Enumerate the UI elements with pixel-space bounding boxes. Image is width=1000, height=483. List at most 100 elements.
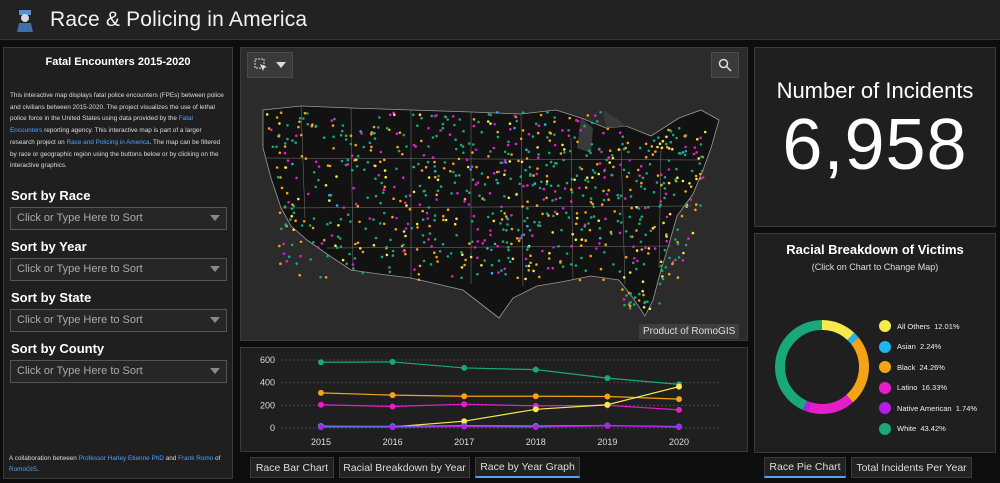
data-point[interactable] xyxy=(676,383,682,390)
incident-point[interactable] xyxy=(471,178,475,181)
incident-point[interactable] xyxy=(377,173,380,177)
incident-point[interactable] xyxy=(450,275,454,278)
incident-point[interactable] xyxy=(540,180,543,184)
incident-point[interactable] xyxy=(600,150,603,154)
incident-point[interactable] xyxy=(667,159,671,162)
data-point[interactable] xyxy=(389,358,396,365)
incident-point[interactable] xyxy=(676,176,679,179)
incident-point[interactable] xyxy=(453,123,456,127)
incident-point[interactable] xyxy=(651,153,655,156)
incident-point[interactable] xyxy=(374,236,378,240)
incident-point[interactable] xyxy=(545,196,548,200)
incident-point[interactable] xyxy=(644,155,648,159)
incident-point[interactable] xyxy=(521,205,524,208)
incident-point[interactable] xyxy=(605,193,609,196)
harley-etienne-link[interactable]: Professor Harley Etienne PhD xyxy=(78,455,164,462)
incident-point[interactable] xyxy=(595,163,599,166)
incident-point[interactable] xyxy=(372,243,376,247)
incident-point[interactable] xyxy=(464,258,467,262)
incident-point[interactable] xyxy=(604,217,607,221)
incident-point[interactable] xyxy=(611,156,615,160)
legend-item[interactable]: Black 24.26% xyxy=(879,357,977,378)
incident-point[interactable] xyxy=(548,251,551,255)
incident-point[interactable] xyxy=(382,188,386,191)
incident-point[interactable] xyxy=(640,248,644,251)
incident-point[interactable] xyxy=(338,237,342,240)
incident-point[interactable] xyxy=(681,179,685,183)
incident-point[interactable] xyxy=(443,161,447,164)
incident-point[interactable] xyxy=(504,272,507,276)
incident-point[interactable] xyxy=(606,127,610,131)
incident-point[interactable] xyxy=(331,124,335,127)
incident-point[interactable] xyxy=(627,150,630,154)
incident-point[interactable] xyxy=(352,186,355,190)
incident-point[interactable] xyxy=(426,160,430,164)
incident-point[interactable] xyxy=(602,198,606,202)
incident-point[interactable] xyxy=(675,167,678,171)
incident-point[interactable] xyxy=(510,242,513,246)
incident-point[interactable] xyxy=(573,178,576,181)
incident-point[interactable] xyxy=(368,141,372,145)
incident-point[interactable] xyxy=(476,272,479,276)
incident-point[interactable] xyxy=(534,122,538,126)
incident-point[interactable] xyxy=(300,155,304,158)
incident-point[interactable] xyxy=(517,239,521,243)
incident-point[interactable] xyxy=(499,209,503,213)
incident-point[interactable] xyxy=(433,251,436,254)
incident-point[interactable] xyxy=(278,122,281,125)
incident-point[interactable] xyxy=(324,184,328,187)
incident-point[interactable] xyxy=(462,129,465,133)
incident-point[interactable] xyxy=(308,224,312,227)
incident-point[interactable] xyxy=(695,203,698,206)
incident-point[interactable] xyxy=(521,129,525,132)
incident-point[interactable] xyxy=(597,219,600,222)
incident-point[interactable] xyxy=(503,159,507,162)
incident-point[interactable] xyxy=(334,244,337,247)
incident-point[interactable] xyxy=(545,163,548,167)
incident-point[interactable] xyxy=(459,143,463,147)
incident-point[interactable] xyxy=(574,264,578,267)
incident-point[interactable] xyxy=(623,303,626,307)
incident-point[interactable] xyxy=(284,166,287,169)
incident-point[interactable] xyxy=(492,219,496,223)
incident-point[interactable] xyxy=(633,257,636,260)
incident-point[interactable] xyxy=(295,134,298,138)
data-point[interactable] xyxy=(604,401,611,408)
incident-point[interactable] xyxy=(480,264,483,267)
incident-point[interactable] xyxy=(569,200,573,203)
sort-county-select[interactable]: Click or Type Here to Sort xyxy=(10,359,227,383)
incident-point[interactable] xyxy=(658,142,662,146)
sort-race-select[interactable]: Click or Type Here to Sort xyxy=(10,206,227,230)
incident-point[interactable] xyxy=(575,174,579,177)
data-point[interactable] xyxy=(461,364,468,371)
legend-item[interactable]: White 43.42% xyxy=(879,419,977,440)
incident-point[interactable] xyxy=(602,189,605,193)
incident-point[interactable] xyxy=(598,236,602,240)
incident-point[interactable] xyxy=(647,149,651,153)
incident-point[interactable] xyxy=(619,163,622,166)
incident-point[interactable] xyxy=(553,143,557,147)
incident-point[interactable] xyxy=(474,148,478,152)
incident-point[interactable] xyxy=(468,242,471,245)
incident-point[interactable] xyxy=(418,203,422,206)
incident-point[interactable] xyxy=(443,115,447,118)
incident-point[interactable] xyxy=(607,156,610,159)
incident-point[interactable] xyxy=(547,151,551,155)
incident-point[interactable] xyxy=(567,134,571,137)
sort-state-select[interactable]: Click or Type Here to Sort xyxy=(10,308,227,332)
data-point[interactable] xyxy=(676,424,682,431)
incident-point[interactable] xyxy=(621,135,625,138)
incident-point[interactable] xyxy=(322,238,326,242)
incident-point[interactable] xyxy=(395,167,398,171)
incident-point[interactable] xyxy=(514,142,518,146)
incident-point[interactable] xyxy=(545,174,549,178)
incident-point[interactable] xyxy=(433,170,437,173)
incident-point[interactable] xyxy=(353,257,357,260)
incident-point[interactable] xyxy=(430,245,433,248)
incident-point[interactable] xyxy=(612,263,615,266)
select-tool-button[interactable] xyxy=(247,52,293,78)
incident-point[interactable] xyxy=(317,165,321,168)
incident-point[interactable] xyxy=(385,245,388,249)
data-point[interactable] xyxy=(676,406,682,413)
incident-point[interactable] xyxy=(461,253,464,256)
